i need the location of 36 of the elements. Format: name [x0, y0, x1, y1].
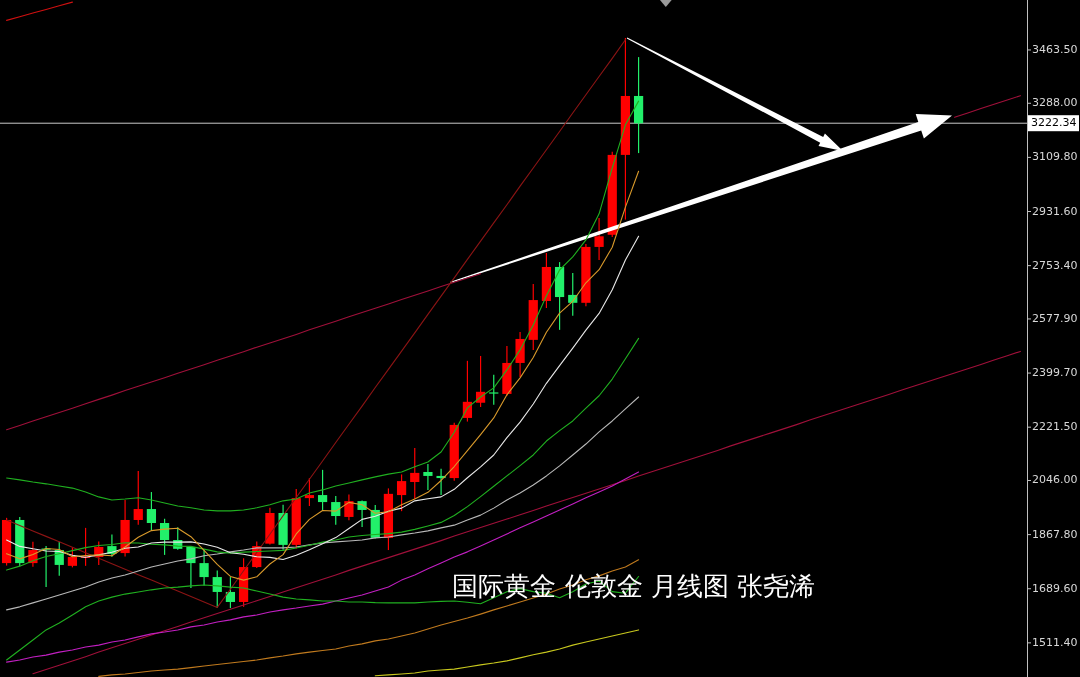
y-tick-label: 3463.50	[1032, 42, 1078, 56]
y-tick-label: 3109.80	[1032, 150, 1078, 164]
y-tick-label: 2931.60	[1032, 204, 1078, 218]
line-series	[98, 559, 640, 677]
candlestick	[594, 217, 604, 261]
candlestick	[225, 576, 236, 609]
line-series	[6, 337, 640, 571]
y-tick-label: 3288.00	[1032, 96, 1078, 110]
candlestick	[67, 546, 78, 568]
line-series	[6, 396, 640, 611]
ref-line-label: 3222.34	[1031, 116, 1077, 130]
candlestick	[199, 548, 209, 587]
line-series	[6, 1, 73, 21]
candlestick	[396, 473, 407, 512]
y-tick-label: 1867.80	[1032, 527, 1078, 541]
candlestick	[515, 331, 525, 378]
line-series	[6, 471, 640, 663]
candlestick	[317, 469, 328, 511]
candlestick	[146, 491, 157, 531]
y-tick-label: 2046.00	[1032, 473, 1078, 487]
line-series	[374, 629, 640, 677]
line-series	[32, 350, 1021, 675]
candlestick	[304, 477, 315, 507]
candlestick	[212, 569, 222, 609]
candlestick	[133, 470, 143, 526]
candlestick	[410, 447, 420, 500]
candlestick	[489, 374, 499, 406]
candlestick	[344, 493, 354, 521]
y-tick-label: 1511.40	[1032, 635, 1078, 649]
y-tick-label: 2753.40	[1032, 258, 1078, 272]
y-tick-label: 2577.90	[1032, 311, 1078, 325]
line-series	[6, 575, 640, 661]
y-tick-label: 2399.70	[1032, 366, 1078, 380]
y-tick-label: 2221.50	[1032, 420, 1078, 434]
candlestick	[423, 463, 433, 491]
y-tick-label: 1689.60	[1032, 581, 1078, 595]
